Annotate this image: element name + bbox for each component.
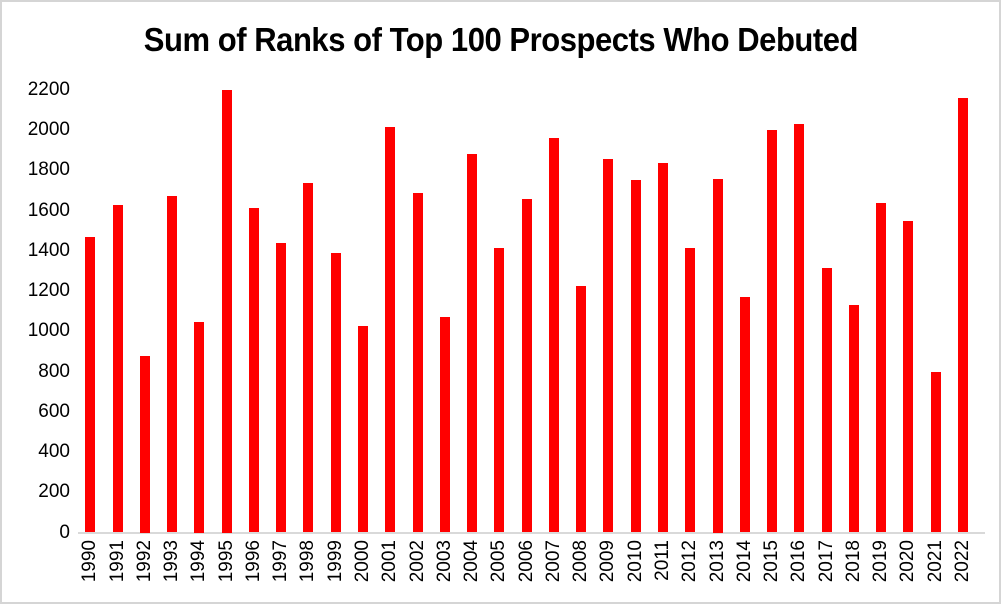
- x-axis-label-2021: 2021: [924, 540, 946, 583]
- x-axis-label-2018: 2018: [842, 540, 864, 583]
- y-axis-tick-label-800: 800: [38, 360, 70, 382]
- bar-1993: [167, 195, 178, 533]
- bar-2014: [739, 297, 750, 533]
- y-axis-tick-label-2200: 2200: [27, 79, 70, 100]
- bar-2008: [576, 286, 587, 533]
- bar-1996: [248, 207, 259, 533]
- bar-2006: [521, 198, 532, 533]
- bar-2001: [385, 127, 396, 533]
- y-axis-tick-label-0: 0: [59, 521, 70, 543]
- bar-2021: [930, 371, 941, 533]
- x-axis-label-2016: 2016: [788, 540, 810, 583]
- bar-1995: [221, 90, 232, 533]
- x-axis-label-2004: 2004: [461, 540, 483, 583]
- bar-2012: [685, 247, 696, 533]
- x-axis-label-2019: 2019: [870, 540, 892, 583]
- bar-2013: [712, 178, 723, 533]
- x-axis-label-2020: 2020: [897, 540, 919, 583]
- y-axis-tick-label-400: 400: [38, 441, 70, 463]
- x-axis-label-1995: 1995: [215, 540, 237, 583]
- bar-1997: [276, 242, 287, 533]
- bar-1992: [139, 355, 150, 533]
- x-axis-label-1999: 1999: [324, 540, 346, 583]
- x-axis-label-1994: 1994: [188, 540, 210, 583]
- bar-2020: [903, 220, 914, 533]
- bar-1991: [112, 204, 123, 533]
- y-axis-tick-label-1600: 1600: [27, 199, 70, 221]
- bar-2010: [630, 179, 641, 533]
- x-axis-label-2010: 2010: [624, 540, 646, 583]
- bar-2005: [494, 247, 505, 533]
- x-axis-line: [78, 531, 985, 534]
- y-axis-tick-label-200: 200: [38, 481, 70, 503]
- x-axis-label-2006: 2006: [515, 540, 537, 583]
- x-axis-label-2003: 2003: [433, 540, 455, 583]
- x-axis-label-1992: 1992: [133, 540, 155, 583]
- y-axis-tick-label-1000: 1000: [27, 320, 70, 342]
- x-axis-label-2011: 2011: [651, 540, 673, 581]
- bar-2007: [548, 138, 559, 533]
- x-axis-label-2007: 2007: [542, 540, 564, 583]
- x-axis-label-2017: 2017: [815, 540, 837, 583]
- bar-1998: [303, 182, 314, 533]
- chart-title-text: Sum of Ranks of Top 100 Prospects Who De…: [143, 21, 858, 58]
- x-axis-label-2015: 2015: [761, 540, 783, 583]
- bar-2017: [821, 268, 832, 533]
- bar-2000: [358, 326, 368, 533]
- x-axis-label-1998: 1998: [297, 540, 319, 583]
- bar-1990: [85, 236, 96, 533]
- x-axis-label-1993: 1993: [161, 540, 183, 583]
- x-axis-label-2005: 2005: [488, 540, 510, 583]
- x-axis-label-2001: 2001: [379, 540, 401, 583]
- bar-2019: [876, 202, 887, 533]
- y-axis-tick-label-1800: 1800: [27, 159, 70, 181]
- x-axis-label-2012: 2012: [679, 540, 701, 583]
- x-axis-label-2008: 2008: [570, 540, 592, 583]
- y-axis-tick-label-2000: 2000: [27, 119, 70, 141]
- x-axis-label-1990: 1990: [79, 540, 101, 583]
- bar-1994: [194, 322, 205, 533]
- bar-1999: [330, 252, 341, 533]
- bar-2011: [657, 163, 668, 533]
- bar-2016: [794, 124, 805, 533]
- x-axis-label-1991: 1991: [106, 540, 128, 583]
- x-axis-label-1997: 1997: [270, 540, 292, 583]
- y-axis-tick-label-600: 600: [38, 400, 70, 422]
- x-axis-label-2013: 2013: [706, 540, 728, 583]
- x-axis-label-1996: 1996: [242, 540, 264, 583]
- bar-2004: [467, 154, 478, 533]
- x-axis-label-2014: 2014: [733, 540, 755, 583]
- chart-title: Sum of Ranks of Top 100 Prospects Who De…: [0, 21, 1001, 59]
- x-axis-label-2022: 2022: [951, 540, 973, 583]
- bar-2018: [848, 305, 859, 533]
- x-axis-label-2002: 2002: [406, 540, 428, 583]
- y-axis-tick-label-1200: 1200: [27, 280, 70, 302]
- x-axis-label-2009: 2009: [597, 540, 619, 583]
- bar-2002: [412, 192, 423, 533]
- x-axis-label-2000: 2000: [352, 540, 373, 583]
- bar-2003: [439, 317, 450, 533]
- y-axis-tick-label-1400: 1400: [27, 239, 70, 261]
- bar-2022: [957, 98, 968, 533]
- bar-2015: [767, 130, 778, 533]
- bar-2009: [603, 159, 614, 533]
